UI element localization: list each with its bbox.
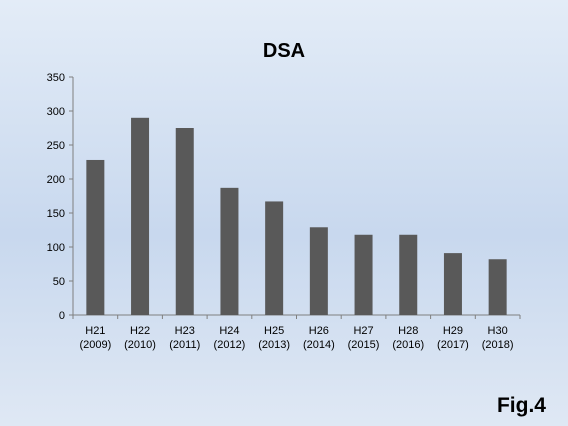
bar xyxy=(220,187,239,315)
x-tick-label: H30 (2018) xyxy=(482,325,514,351)
y-tick-label: 50 xyxy=(53,276,65,288)
figure-label: Fig.4 xyxy=(496,394,546,417)
bar xyxy=(488,259,507,315)
bar xyxy=(309,227,328,315)
x-tick-label: H25 (2013) xyxy=(258,325,290,351)
bar xyxy=(175,128,194,315)
bar xyxy=(131,117,150,315)
x-tick-label: H26 (2014) xyxy=(303,325,335,351)
bars xyxy=(86,117,507,315)
bar xyxy=(86,159,105,315)
x-tick-label: H22 (2010) xyxy=(124,325,156,351)
x-tick-label: H23 (2011) xyxy=(169,325,200,351)
x-tick-label: H28 (2016) xyxy=(392,325,424,351)
y-tick-label: 300 xyxy=(47,106,65,118)
y-tick-label: 0 xyxy=(59,310,65,322)
y-tick-label: 350 xyxy=(47,72,65,84)
bar xyxy=(399,234,418,315)
x-tick-label: H21 (2009) xyxy=(79,325,111,351)
bar xyxy=(443,253,462,315)
y-tick-label: 200 xyxy=(47,174,65,186)
y-tick-labels: 0 50 100 150 200 250 300 350 xyxy=(47,72,65,322)
chart-title: DSA xyxy=(263,40,305,62)
x-tick-label: H29 (2017) xyxy=(437,325,469,351)
x-tick-label: H27 (2015) xyxy=(348,325,380,351)
y-tick-label: 150 xyxy=(47,208,65,220)
y-tick-label: 250 xyxy=(47,140,65,152)
bar xyxy=(265,201,284,315)
x-tick-label: H24 (2012) xyxy=(214,325,246,351)
x-tick-labels: H21 (2009) H22 (2010) H23 (2011) H24 (2012) H25(… xyxy=(79,325,513,351)
y-tick-label: 100 xyxy=(47,242,65,254)
bar xyxy=(354,234,373,315)
